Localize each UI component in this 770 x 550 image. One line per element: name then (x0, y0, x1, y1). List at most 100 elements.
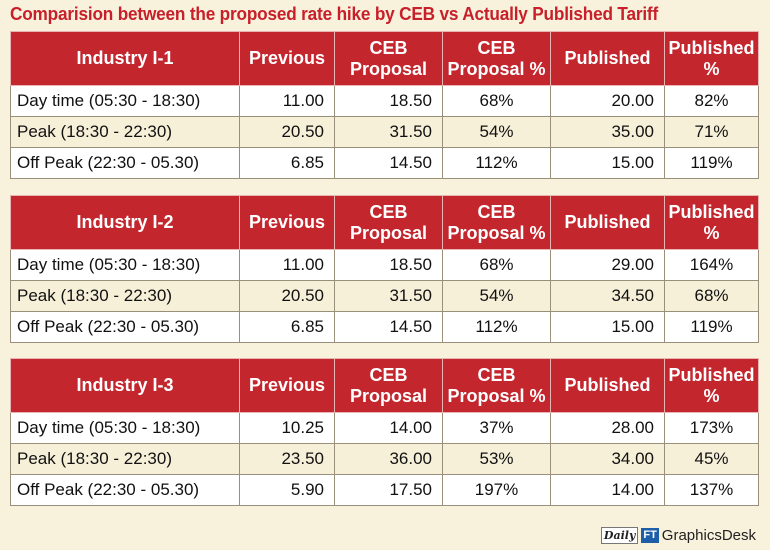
row-label: Day time (05:30 - 18:30) (10, 249, 240, 281)
published-pct-value: 71% (664, 116, 759, 148)
ceb-proposal-value: 18.50 (334, 249, 443, 281)
previous-value: 5.90 (239, 474, 335, 506)
ceb-proposal-value: 18.50 (334, 85, 443, 117)
ceb-proposal-pct-value: 53% (442, 443, 551, 475)
previous-header: Previous (239, 195, 335, 250)
header-label: Previous (248, 212, 326, 232)
published-value: 20.00 (550, 85, 665, 117)
table-row: Day time (05:30 - 18:30) 10.25 14.00 37% 28.… (10, 412, 759, 444)
published-header: Published (550, 195, 665, 250)
industry-name-header: Industry I-1 (10, 31, 240, 86)
header-label: Proposal (349, 222, 428, 243)
row-label: Off Peak (22:30 - 05.30) (10, 311, 240, 343)
tariff-table: Industry I-1 Previous CEB Proposal CEB Propos… (10, 31, 759, 179)
published-pct-header: Published% (664, 195, 759, 250)
ceb-proposal-pct-value: 54% (442, 116, 551, 148)
header-label: CEB (369, 201, 408, 222)
row-label: Off Peak (22:30 - 05.30) (10, 147, 240, 179)
ceb-proposal-value: 31.50 (334, 280, 443, 312)
table-row: Day time (05:30 - 18:30) 11.00 18.50 68% 29.… (10, 249, 759, 281)
header-label: Published (668, 37, 755, 58)
previous-header: Previous (239, 358, 335, 413)
header-label: CEB (477, 37, 516, 58)
header-label: % (703, 385, 720, 406)
header-label: Published (564, 375, 651, 395)
graphics-desk-label: GraphicsDesk (661, 527, 756, 544)
header-label: Industry I-3 (76, 375, 174, 395)
published-pct-header: Published% (664, 31, 759, 86)
table-header-row: Industry I-3 Previous CEB Proposal CEB Propos… (10, 358, 759, 413)
ceb-proposal-value: 14.50 (334, 311, 443, 343)
header-label: Published (564, 48, 651, 68)
row-label: Peak (18:30 - 22:30) (10, 280, 240, 312)
tariff-table: Industry I-2 Previous CEB Proposal CEB Propos… (10, 195, 759, 343)
published-value: 15.00 (550, 147, 665, 179)
table-row: Day time (05:30 - 18:30) 11.00 18.50 68% 20.… (10, 85, 759, 117)
header-label: Proposal (349, 385, 428, 406)
published-pct-value: 173% (664, 412, 759, 444)
daily-logo: Daily (600, 527, 639, 544)
ceb-proposal-pct-value: 68% (442, 249, 551, 281)
industry-name-header: Industry I-2 (10, 195, 240, 250)
header-label: Proposal % (447, 58, 546, 79)
published-pct-value: 82% (664, 85, 759, 117)
published-pct-value: 137% (664, 474, 759, 506)
row-label: Off Peak (22:30 - 05.30) (10, 474, 240, 506)
previous-value: 20.50 (239, 116, 335, 148)
ceb-proposal-pct-value: 197% (442, 474, 551, 506)
published-header: Published (550, 358, 665, 413)
ceb-proposal-pct-value: 68% (442, 85, 551, 117)
row-label: Peak (18:30 - 22:30) (10, 443, 240, 475)
ceb-proposal-value: 36.00 (334, 443, 443, 475)
page-title: Comparision between the proposed rate hi… (10, 3, 659, 24)
table-row: Off Peak (22:30 - 05.30) 6.85 14.50 112% 15.… (10, 147, 759, 179)
header-label: Previous (248, 375, 326, 395)
header-label: Proposal % (447, 222, 546, 243)
published-value: 14.00 (550, 474, 665, 506)
previous-value: 11.00 (239, 249, 335, 281)
header-label: Proposal (349, 58, 428, 79)
ceb-proposal-pct-value: 112% (442, 311, 551, 343)
header-label: Proposal % (447, 385, 546, 406)
published-pct-value: 119% (664, 147, 759, 179)
table-row: Peak (18:30 - 22:30) 23.50 36.00 53% 34.00 45… (10, 443, 759, 475)
header-label: Previous (248, 48, 326, 68)
table-header-row: Industry I-2 Previous CEB Proposal CEB Propos… (10, 195, 759, 250)
header-label: CEB (369, 364, 408, 385)
previous-value: 6.85 (239, 311, 335, 343)
table-header-row: Industry I-1 Previous CEB Proposal CEB Propos… (10, 31, 759, 86)
ceb-proposal-pct-value: 37% (442, 412, 551, 444)
previous-value: 11.00 (239, 85, 335, 117)
published-value: 35.00 (550, 116, 665, 148)
header-label: Published (564, 212, 651, 232)
published-value: 34.50 (550, 280, 665, 312)
ceb-proposal-value: 14.00 (334, 412, 443, 444)
ceb-proposal-header: CEB Proposal (334, 358, 443, 413)
row-label: Day time (05:30 - 18:30) (10, 85, 240, 117)
previous-value: 6.85 (239, 147, 335, 179)
published-header: Published (550, 31, 665, 86)
published-pct-header: Published% (664, 358, 759, 413)
ceb-proposal-pct-header: CEB Proposal % (442, 31, 551, 86)
ft-logo: FT (641, 528, 659, 543)
ceb-proposal-value: 31.50 (334, 116, 443, 148)
header-label: Industry I-1 (76, 48, 174, 68)
published-value: 29.00 (550, 249, 665, 281)
ceb-proposal-header: CEB Proposal (334, 31, 443, 86)
row-label: Day time (05:30 - 18:30) (10, 412, 240, 444)
graphics-desk-logo: Daily FT GraphicsDesk (600, 527, 756, 544)
header-label: Industry I-2 (76, 212, 174, 232)
header-label: CEB (477, 201, 516, 222)
header-label: Published (668, 201, 755, 222)
previous-value: 23.50 (239, 443, 335, 475)
table-row: Peak (18:30 - 22:30) 20.50 31.50 54% 34.50 68… (10, 280, 759, 312)
header-label: CEB (369, 37, 408, 58)
header-label: Published (668, 364, 755, 385)
ceb-proposal-pct-header: CEB Proposal % (442, 195, 551, 250)
table-row: Peak (18:30 - 22:30) 20.50 31.50 54% 35.00 71… (10, 116, 759, 148)
row-label: Peak (18:30 - 22:30) (10, 116, 240, 148)
published-pct-value: 68% (664, 280, 759, 312)
tariff-table: Industry I-3 Previous CEB Proposal CEB Propos… (10, 358, 759, 506)
header-label: CEB (477, 364, 516, 385)
header-label: % (703, 222, 720, 243)
